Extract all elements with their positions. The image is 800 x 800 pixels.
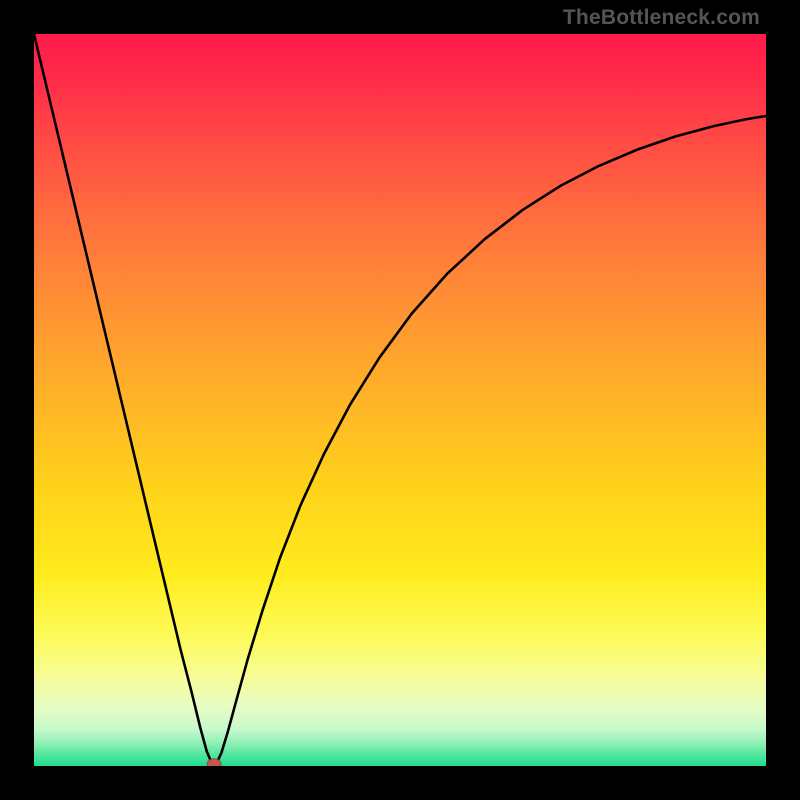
plot-area (34, 34, 766, 766)
watermark-text: TheBottleneck.com (563, 6, 760, 30)
curve-layer (34, 34, 766, 766)
min-marker (207, 759, 221, 766)
bottleneck-curve (34, 34, 766, 765)
chart-container: TheBottleneck.com (0, 0, 800, 800)
